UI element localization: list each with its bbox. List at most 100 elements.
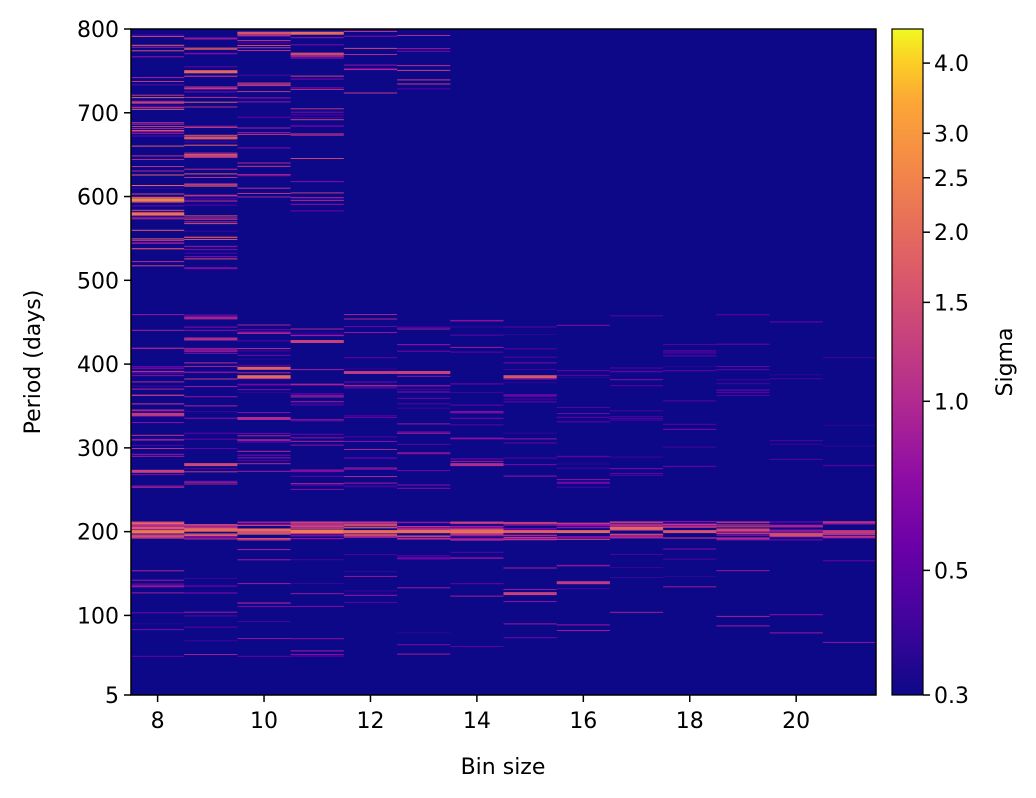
heat-line-texture (184, 183, 238, 185)
heat-line-texture (290, 394, 344, 396)
heat-line-texture (397, 65, 451, 67)
heat-line-texture (716, 539, 770, 541)
heat-line (131, 469, 185, 473)
heat-line-texture (131, 133, 185, 134)
heat-line-texture (609, 315, 664, 317)
heat-line (131, 212, 185, 216)
heat-line-texture (237, 377, 291, 379)
heat-line-texture (131, 521, 185, 523)
heat-line-texture (131, 579, 185, 581)
heat-line-texture (184, 256, 238, 258)
heat-line-texture (131, 130, 185, 132)
heat-line-texture (343, 467, 398, 469)
x-axis-label: Bin size (461, 755, 546, 780)
heat-line-texture (556, 565, 610, 567)
heat-line-texture (556, 483, 610, 484)
heat-line-texture (131, 534, 185, 536)
heat-line-texture (769, 443, 823, 445)
heat-line-texture (184, 153, 238, 155)
heat-line-texture (343, 357, 398, 359)
heat-line-texture (237, 655, 291, 657)
heat-line-texture (131, 623, 185, 625)
heat-line-texture (663, 537, 717, 539)
heat-line-texture (237, 605, 291, 607)
heat-line-texture (343, 35, 398, 37)
heat-line-texture (131, 455, 185, 457)
heat-line-texture (397, 526, 451, 528)
heat-line-texture (184, 378, 238, 380)
heat-line-texture (131, 347, 185, 349)
heat-line-texture (290, 420, 344, 422)
heat-line-texture (556, 588, 610, 590)
heat-line-texture (184, 198, 238, 200)
heat-line-texture (343, 332, 398, 333)
heat-line-texture (290, 114, 344, 116)
heat-line-texture (237, 196, 291, 198)
heat-line-texture (450, 460, 504, 462)
heat-line (184, 337, 238, 341)
heat-line-texture (237, 340, 291, 342)
heat-line-texture (609, 379, 664, 381)
heat-line-texture (290, 111, 344, 113)
heat-line-texture (131, 97, 185, 99)
heat-line-texture (131, 525, 185, 527)
heat-line-texture (184, 215, 238, 217)
heat-line-texture (131, 170, 185, 172)
heat-line-texture (290, 419, 344, 421)
heat-line-texture (184, 106, 238, 108)
heat-line-texture (716, 343, 770, 345)
heat-line-texture (290, 333, 344, 335)
heat-line-texture (663, 586, 717, 588)
heat-line-texture (290, 532, 344, 534)
heat-line (503, 530, 557, 534)
heat-line-texture (131, 155, 185, 157)
heat-line-texture (663, 548, 717, 550)
heat-line-texture (450, 529, 504, 531)
heat-line-texture (184, 534, 238, 536)
heat-line-texture (237, 384, 291, 386)
heat-line-texture (290, 440, 344, 442)
heat-line-texture (131, 44, 185, 46)
heat-line-texture (716, 532, 770, 534)
heat-line-texture (663, 521, 717, 523)
heat-line-texture (556, 481, 610, 483)
heat-line-texture (131, 209, 185, 211)
heat-line-texture (609, 567, 664, 569)
heat-line-texture (503, 527, 557, 530)
heat-line-texture (503, 395, 557, 397)
heat-line-texture (131, 586, 185, 588)
heat-line-texture (397, 423, 451, 425)
heat-line-texture (822, 464, 876, 466)
heat-line-texture (131, 394, 185, 396)
heat-line (237, 528, 291, 532)
heat-line-texture (397, 644, 451, 646)
heat-line (237, 31, 291, 35)
heat-line-texture (663, 465, 717, 467)
heat-line-texture (450, 557, 504, 559)
heat-line-texture (556, 479, 610, 481)
heat-line-texture (769, 521, 823, 523)
heat-line-texture (556, 455, 610, 457)
heat-line-texture (184, 371, 238, 373)
heat-line-texture (237, 83, 291, 85)
heat-line-texture (397, 328, 451, 330)
heat-line-texture (184, 249, 238, 251)
heat-line (343, 530, 398, 534)
heat-line-texture (503, 432, 557, 434)
heat-line-texture (450, 411, 504, 413)
heat-line-texture (131, 187, 185, 189)
heat-line-texture (290, 655, 344, 657)
heat-line-texture (397, 391, 451, 393)
heat-line-texture (397, 69, 451, 71)
heat-line-texture (184, 217, 238, 219)
heat-line-texture (663, 524, 717, 526)
heat-line-texture (131, 94, 185, 96)
heat-line-texture (184, 185, 238, 187)
heat-line-texture (237, 50, 291, 51)
heat-line-texture (237, 450, 291, 452)
heat-line-texture (131, 107, 185, 109)
heat-line-texture (290, 203, 344, 205)
heat-line (397, 371, 451, 374)
heat-line-texture (131, 655, 185, 657)
heat-line-texture (290, 199, 344, 201)
